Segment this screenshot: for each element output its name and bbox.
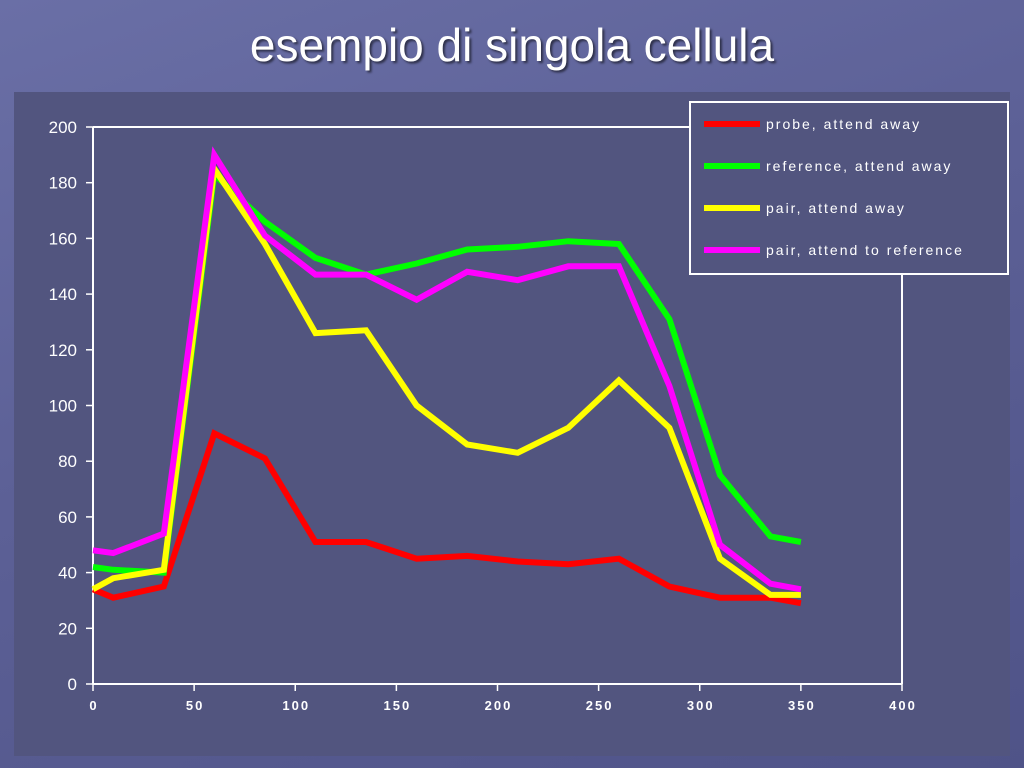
- legend-entry-label: probe, attend away: [766, 116, 921, 132]
- y-tick-label: 60: [58, 508, 77, 527]
- slide-title: esempio di singola cellula: [249, 19, 775, 71]
- x-tick-label: 0: [89, 698, 98, 713]
- legend-entry-label: pair, attend to reference: [766, 242, 964, 258]
- chart-panel: 0 20 40 60 80 100 120 140 160 180 200 0 50 100 150 200…: [14, 92, 1010, 756]
- series-line: [92, 146, 802, 593]
- y-tick-label: 160: [49, 229, 77, 248]
- x-tick-label: 350: [788, 698, 816, 713]
- y-tick-label: 0: [68, 675, 77, 694]
- y-tick-label: 180: [49, 174, 77, 193]
- series-line: [91, 160, 801, 598]
- x-tick-label: 150: [384, 698, 412, 713]
- series-line: [91, 429, 802, 607]
- x-tick-label: 300: [687, 698, 715, 713]
- legend-entry-label: pair, attend away: [766, 200, 906, 216]
- y-tick-label: 120: [49, 341, 77, 360]
- legend-entry-label: reference, attend away: [766, 158, 952, 174]
- y-tick-labels: 0 20 40 60 80 100 120 140 160 180 200: [49, 118, 77, 694]
- y-tick-label: 40: [58, 564, 77, 583]
- x-tick-label: 400: [889, 698, 917, 713]
- y-tick-label: 200: [49, 118, 77, 137]
- x-tick-label: 200: [485, 698, 513, 713]
- y-tick-label: 80: [58, 452, 77, 471]
- legend-box: [689, 101, 1009, 275]
- line-chart: 0 20 40 60 80 100 120 140 160 180 200 0 50 100 150 200…: [49, 101, 1009, 713]
- x-tick-label: 250: [586, 698, 614, 713]
- series-lines: [91, 146, 802, 607]
- y-tick-label: 20: [58, 619, 77, 638]
- y-tick-label: 100: [49, 397, 77, 416]
- y-tick-label: 140: [49, 285, 77, 304]
- legend: probe, attend away reference, attend away…: [689, 101, 1009, 275]
- x-tick-labels: 0 50 100 150 200 250 300 350 400: [89, 698, 917, 713]
- x-tick-label: 100: [282, 698, 310, 713]
- x-tick-label: 50: [186, 698, 204, 713]
